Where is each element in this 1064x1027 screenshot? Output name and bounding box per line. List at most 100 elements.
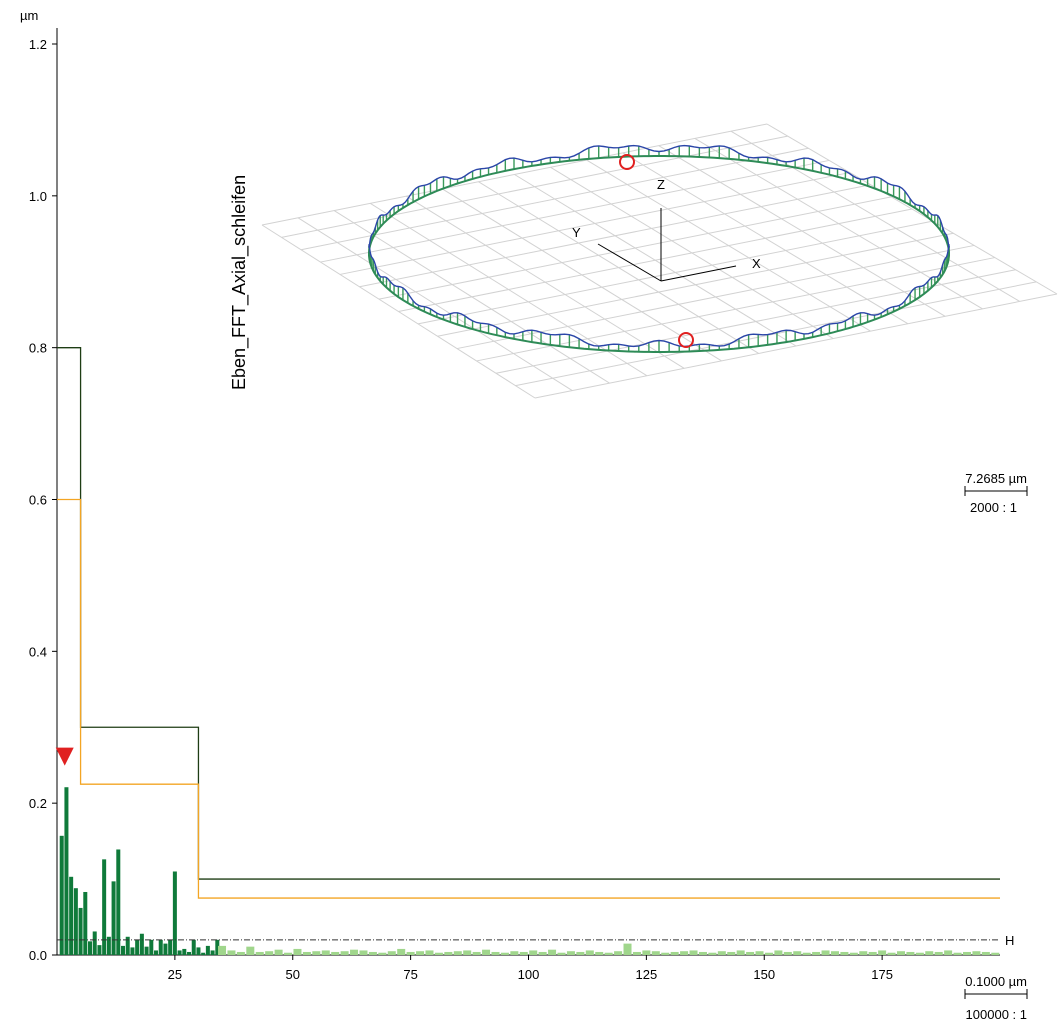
- bar: [519, 951, 528, 955]
- bar: [849, 952, 858, 955]
- inset-ring-base: [368, 155, 950, 353]
- bar: [642, 950, 651, 955]
- bar: [878, 950, 887, 955]
- inset-grid-line: [586, 159, 871, 332]
- inset-x-label: X: [752, 256, 761, 271]
- bar: [595, 951, 604, 955]
- bar: [111, 881, 116, 955]
- limit-lines: [57, 347, 1000, 899]
- bar: [218, 945, 227, 955]
- inset-grid-line: [766, 123, 1058, 295]
- bar: [774, 950, 783, 955]
- y-tick-label: 0.4: [29, 644, 47, 659]
- bar: [755, 951, 764, 955]
- bar: [144, 946, 149, 955]
- bar: [708, 952, 717, 955]
- bar: [746, 951, 755, 955]
- bar: [102, 859, 107, 955]
- inset-grid-line: [515, 281, 1037, 387]
- y-tick-label: 0.0: [29, 948, 47, 963]
- inset-grid-line: [550, 166, 834, 339]
- bar: [434, 952, 443, 955]
- bar: [69, 876, 74, 955]
- bar: [500, 952, 509, 955]
- y-ticks: 0.0 0.2 0.4 0.6 0.8 1.0 1.2: [29, 37, 57, 963]
- y-tick-label: 1.0: [29, 189, 47, 204]
- x-tick-label: 50: [286, 967, 300, 982]
- bar: [566, 951, 575, 955]
- bar: [215, 939, 220, 955]
- bar: [172, 871, 177, 955]
- inset-grid-line: [495, 269, 1016, 374]
- bar: [139, 933, 144, 955]
- bar: [125, 936, 130, 955]
- scale-bar-bottom-value: 0.1000 µm: [965, 974, 1027, 989]
- bar: [463, 950, 472, 955]
- bar: [604, 952, 613, 955]
- limit-upper: [57, 347, 1000, 880]
- bar: [135, 939, 140, 955]
- inset-x-axis: [660, 265, 737, 282]
- bar: [830, 951, 839, 955]
- bar: [312, 951, 321, 955]
- bar: [472, 951, 481, 955]
- bar: [130, 947, 135, 955]
- bar: [934, 951, 943, 955]
- bar: [651, 951, 660, 955]
- y-axis-unit: µm: [20, 8, 38, 23]
- bar: [576, 951, 585, 955]
- bar: [868, 951, 877, 955]
- bar: [491, 951, 500, 955]
- bar: [168, 939, 173, 955]
- bar: [59, 835, 64, 955]
- scale-bar-top-value: 7.2685 µm: [965, 471, 1027, 486]
- inset-grid-line: [456, 244, 975, 350]
- bar: [510, 951, 519, 955]
- bar: [585, 950, 594, 955]
- bar: [73, 888, 78, 955]
- bar: [802, 952, 811, 955]
- bar: [227, 950, 236, 955]
- inset-grid-line: [417, 220, 933, 325]
- bars: [59, 787, 1000, 955]
- bar: [736, 950, 745, 955]
- bar: [83, 891, 88, 955]
- bar: [387, 951, 396, 955]
- bar: [670, 951, 679, 955]
- bar: [64, 787, 69, 955]
- bar: [97, 945, 102, 955]
- bar: [378, 952, 387, 955]
- bar: [614, 951, 623, 955]
- x-tick-label: 125: [636, 967, 658, 982]
- bar: [246, 946, 255, 955]
- bar: [783, 951, 792, 955]
- marker-triangle: [55, 747, 74, 766]
- inset-grid-line: [694, 137, 983, 310]
- bar: [698, 951, 707, 955]
- inset-axes: Z Y X: [572, 177, 761, 282]
- inset-grid-line: [534, 293, 1058, 399]
- bar: [859, 951, 868, 955]
- threshold-label: H: [1005, 933, 1014, 948]
- bar: [205, 945, 210, 955]
- bar: [201, 952, 206, 955]
- bar: [177, 950, 182, 955]
- x-tick-label: 75: [403, 967, 417, 982]
- x-tick-label: 150: [753, 967, 775, 982]
- bar: [187, 951, 192, 955]
- bar: [88, 941, 93, 955]
- inset-grid-line: [622, 152, 909, 325]
- bar: [840, 951, 849, 955]
- bar: [302, 951, 311, 955]
- scale-bar-top: 7.2685 µm 2000 : 1: [964, 471, 1028, 515]
- bar: [896, 951, 905, 955]
- bar: [121, 945, 126, 955]
- bar: [149, 939, 154, 955]
- bar: [106, 936, 111, 955]
- bar: [981, 951, 990, 955]
- bar: [236, 951, 245, 955]
- bar: [991, 952, 1000, 955]
- bar: [962, 951, 972, 955]
- y-tick-label: 0.8: [29, 341, 47, 356]
- bar: [182, 948, 187, 955]
